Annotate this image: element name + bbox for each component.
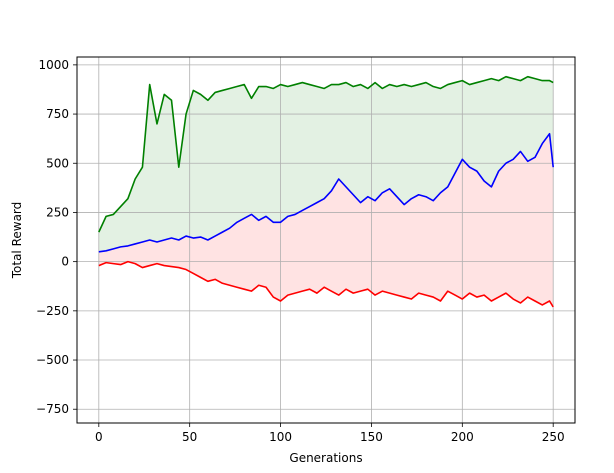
series-line-2 [98, 260, 554, 308]
series-lines [98, 75, 554, 308]
plot-frame [76, 56, 576, 424]
grid [77, 57, 575, 423]
series-line-1 [98, 132, 554, 253]
y-tick-label: 500 [46, 156, 69, 170]
y-axis-title: Total Reward [10, 202, 24, 280]
y-tick-label: 250 [46, 205, 69, 219]
x-axis: 0 50 100 150 200 250 [95, 423, 565, 444]
x-tick-label: 50 [182, 430, 197, 444]
fill-upper-band [98, 76, 554, 252]
fill-lower-band [98, 133, 554, 307]
x-tick-label: 100 [269, 430, 292, 444]
x-tick-label: 200 [451, 430, 474, 444]
band-fills [98, 76, 554, 307]
y-axis: −750 −500 −250 0 250 500 750 1000 [36, 58, 77, 416]
y-tick-label: 0 [61, 255, 69, 269]
x-tick-label: 150 [360, 430, 383, 444]
y-tick-label: 1000 [38, 58, 69, 72]
y-tick-label: −750 [36, 402, 69, 416]
x-tick-label: 250 [542, 430, 565, 444]
series-line-0 [98, 75, 554, 233]
y-tick-label: −250 [36, 304, 69, 318]
x-axis-title: Generations [289, 451, 362, 465]
x-tick-label: 0 [95, 430, 103, 444]
y-tick-label: 750 [46, 107, 69, 121]
y-tick-label: −500 [36, 353, 69, 367]
